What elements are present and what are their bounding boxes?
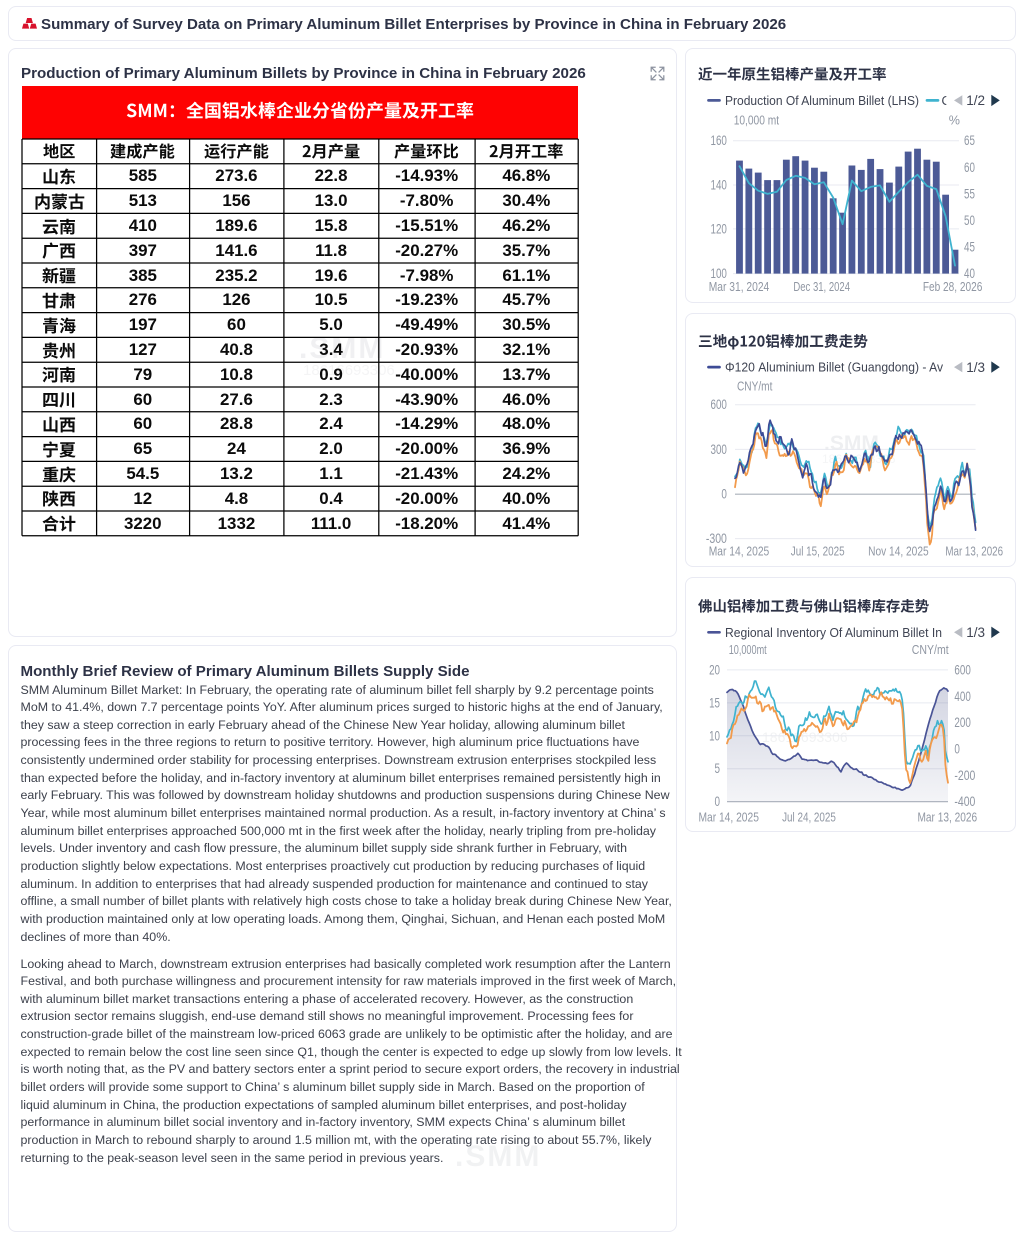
svg-text:160: 160 [711,133,727,149]
svg-text:Mar 14, 2025: Mar 14, 2025 [698,810,759,825]
svg-text:%: % [949,114,960,128]
svg-text:Mar 13, 2026: Mar 13, 2026 [945,544,1003,559]
svg-text:Production Of Aluminum Billet: Production Of Aluminum Billet (LHS) [725,93,919,108]
svg-text:600: 600 [954,662,970,678]
svg-text:Nov 14, 2025: Nov 14, 2025 [868,544,929,559]
svg-text:55: 55 [964,186,975,202]
svg-text:-200: -200 [954,768,975,784]
svg-text:18616693306: 18616693306 [822,452,896,466]
svg-text:Φ120 Aluminium Billet (Guangdo: Φ120 Aluminium Billet (Guangdong) - Av [725,360,944,375]
svg-text:20: 20 [709,662,720,678]
svg-text:Dec 31, 2024: Dec 31, 2024 [793,279,850,294]
svg-text:15: 15 [709,695,720,711]
svg-text:40: 40 [964,266,975,282]
svg-text:100: 100 [711,266,727,282]
svg-text:Jul 24, 2025: Jul 24, 2025 [782,810,836,825]
svg-text:200: 200 [954,715,970,731]
svg-text:1/3: 1/3 [966,360,985,375]
svg-text:600: 600 [711,397,727,413]
svg-text:-400: -400 [954,794,975,810]
svg-text:Mar 14, 2025: Mar 14, 2025 [709,544,770,559]
svg-text:CNY/mt: CNY/mt [912,643,949,657]
svg-text:1/2: 1/2 [966,93,985,108]
svg-text:10,000 mt: 10,000 mt [734,114,780,128]
svg-text:10: 10 [709,728,720,744]
svg-text:400: 400 [954,689,970,705]
svg-text:60: 60 [964,160,975,176]
svg-text:Mar 31, 2024: Mar 31, 2024 [709,279,770,294]
svg-text:5: 5 [715,761,721,777]
svg-text:140: 140 [711,178,727,194]
svg-text:0: 0 [715,794,721,810]
svg-text:45: 45 [964,240,975,256]
svg-text:Feb 28, 2026: Feb 28, 2026 [923,279,983,294]
svg-text:Jul 15, 2025: Jul 15, 2025 [791,544,845,559]
svg-text:300: 300 [711,442,727,458]
svg-text:CNY/mt: CNY/mt [737,379,773,393]
svg-text:50: 50 [964,213,975,229]
svg-text:0: 0 [721,487,727,503]
svg-text:Regional Inventory Of Aluminum: Regional Inventory Of Aluminum Billet In [725,625,942,640]
svg-text:10,000mt: 10,000mt [729,643,767,657]
svg-text:1/3: 1/3 [966,625,985,640]
svg-text:-300: -300 [706,531,727,547]
svg-text:0: 0 [954,742,960,758]
svg-text:120: 120 [711,221,727,237]
svg-text:Mar 13, 2026: Mar 13, 2026 [918,810,978,825]
svg-text:65: 65 [964,133,975,149]
